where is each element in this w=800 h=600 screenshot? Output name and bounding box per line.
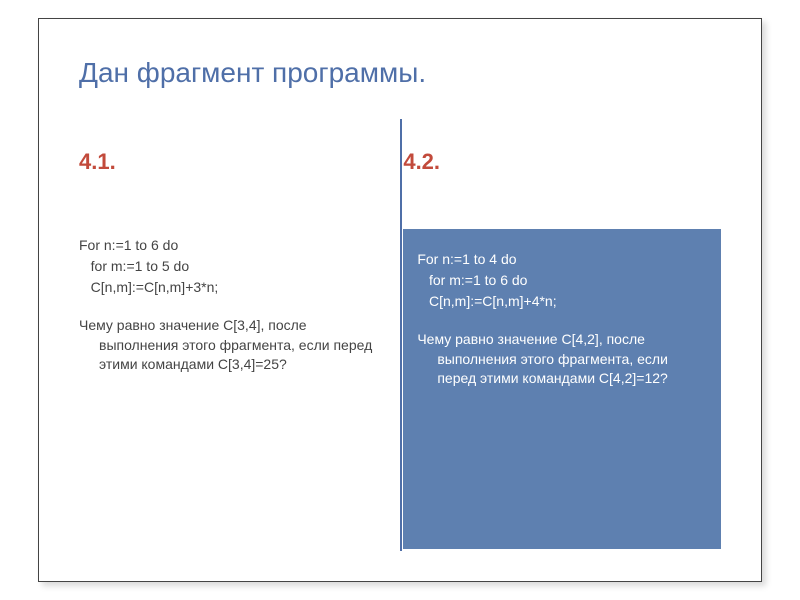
question-cont: выполнения этого фрагмента, если перед э… xyxy=(79,336,397,375)
right-question: Чему равно значение С[4,2], после выполн… xyxy=(417,330,707,389)
question-lead: Чему равно значение С[4,2], после xyxy=(417,331,645,347)
slide-frame: Дан фрагмент программы. 4.1. For n:=1 to… xyxy=(0,0,800,600)
vertical-divider xyxy=(400,119,402,551)
right-highlight-box: For n:=1 to 4 do for m:=1 to 6 do C[n,m]… xyxy=(403,229,721,549)
left-column: 4.1. For n:=1 to 6 do for m:=1 to 5 do C… xyxy=(79,149,397,551)
slide-title: Дан фрагмент программы. xyxy=(79,57,721,89)
left-question: Чему равно значение С[3,4], после выполн… xyxy=(79,316,397,375)
code-line: for m:=1 to 5 do xyxy=(79,258,189,274)
code-line: C[n,m]:=C[n,m]+4*n; xyxy=(417,293,556,309)
code-line: for m:=1 to 6 do xyxy=(417,272,527,288)
code-line: For n:=1 to 6 do xyxy=(79,237,178,253)
code-line: For n:=1 to 4 do xyxy=(417,251,516,267)
right-column: 4.2. For n:=1 to 4 do for m:=1 to 6 do C… xyxy=(403,149,721,551)
code-line: C[n,m]:=C[n,m]+3*n; xyxy=(79,279,218,295)
question-cont: выполнения этого фрагмента, если перед э… xyxy=(417,350,707,389)
right-section-number: 4.2. xyxy=(403,149,721,175)
left-section-number: 4.1. xyxy=(79,149,397,175)
question-lead: Чему равно значение С[3,4], после xyxy=(79,317,307,333)
left-code-block: For n:=1 to 6 do for m:=1 to 5 do C[n,m]… xyxy=(79,235,397,298)
right-code-block: For n:=1 to 4 do for m:=1 to 6 do C[n,m]… xyxy=(417,249,707,312)
slide-inner: Дан фрагмент программы. 4.1. For n:=1 to… xyxy=(38,18,762,582)
